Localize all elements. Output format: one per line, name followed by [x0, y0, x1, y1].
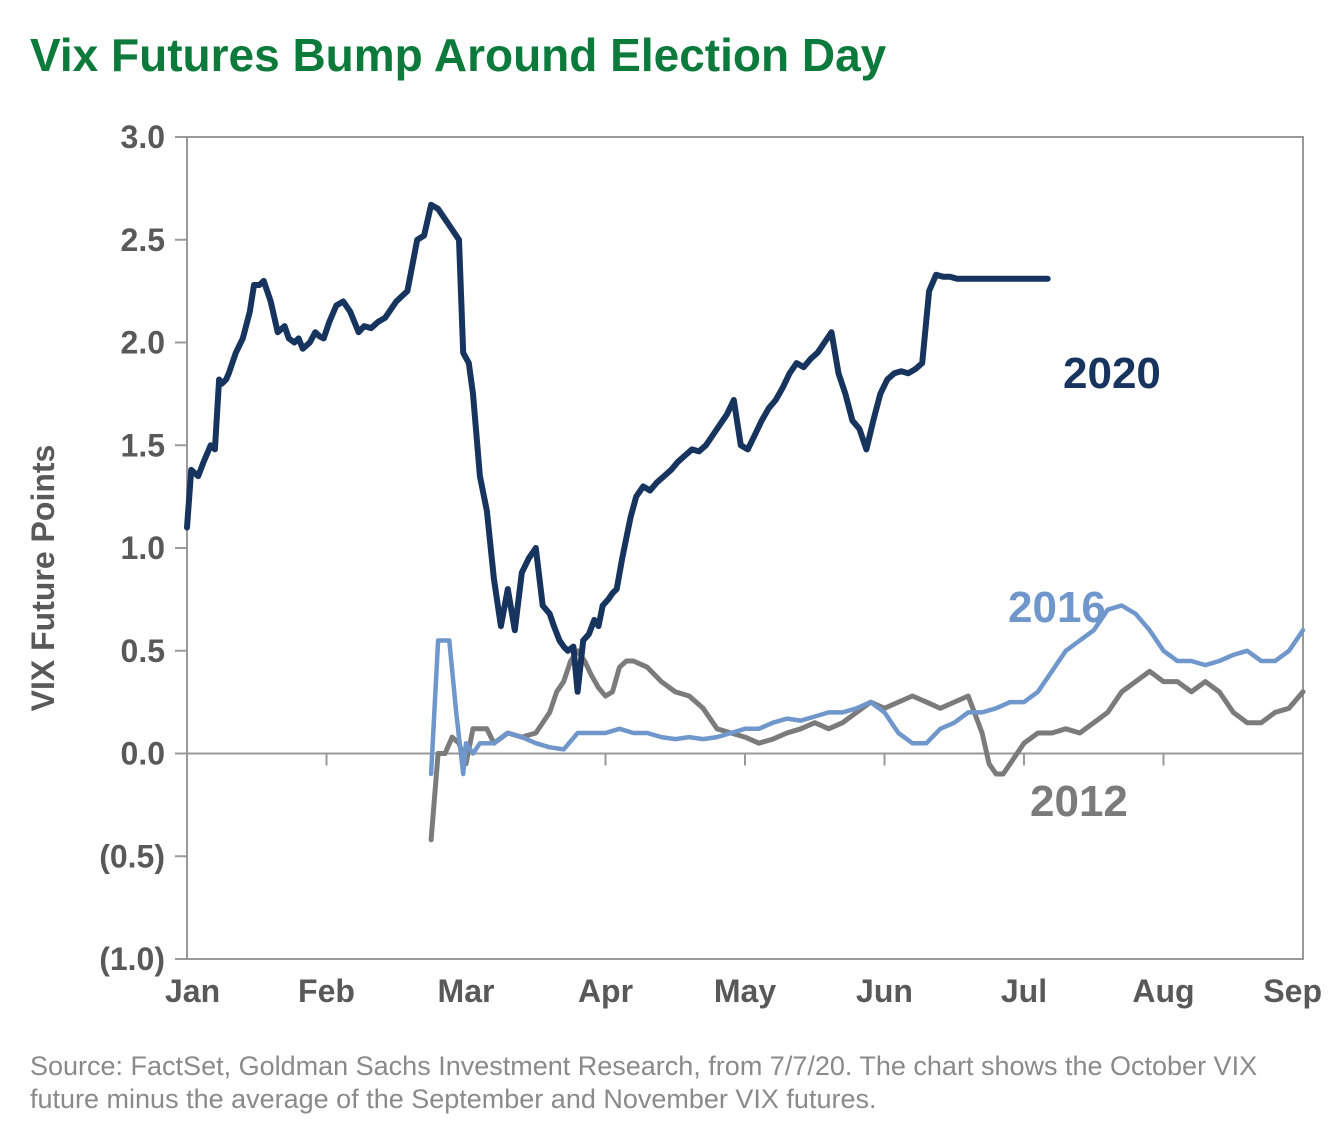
- x-tick-label: Apr: [578, 973, 633, 1009]
- chart: 3.0 2.5 2.0 1.5 1.0 0.5 0.0 (0.5) (1.0)Jan Feb Mar…: [25, 119, 1322, 1009]
- y-tick-label: 1.0: [121, 530, 165, 566]
- series-group: [184, 201, 1306, 843]
- series-label-2020: 2020: [1063, 349, 1161, 398]
- source-note: Source: FactSet, Goldman Sachs Investmen…: [30, 1051, 1258, 1114]
- chart-title: Vix Futures Bump Around Election Day: [30, 29, 887, 81]
- y-tick-label: 3.0: [121, 119, 165, 155]
- y-tick-label: 1.5: [121, 427, 165, 463]
- x-tick-label: Jan: [165, 973, 220, 1009]
- x-tick-label: Sep: [1263, 973, 1322, 1009]
- x-tick-label: Jul: [1001, 973, 1047, 1009]
- axes: [175, 136, 1304, 960]
- x-tick-label: Mar: [438, 973, 495, 1009]
- series-line-2012: [428, 648, 1306, 843]
- series-line-2016: [428, 603, 1306, 777]
- plot-frame: [186, 136, 1304, 960]
- labels: 3.0 2.5 2.0 1.5 1.0 0.5 0.0 (0.5) (1.0)Jan Feb Mar…: [25, 119, 1322, 1009]
- x-tick-label: Feb: [298, 973, 355, 1009]
- series-label-2016: 2016: [1008, 583, 1106, 632]
- x-tick-label: Aug: [1132, 973, 1194, 1009]
- series-line-2020: [184, 201, 1051, 695]
- y-tick-label: 0.0: [121, 736, 165, 772]
- y-tick-label: (1.0): [99, 941, 165, 977]
- y-tick-label: 0.5: [121, 633, 165, 669]
- y-tick-label: (0.5): [99, 838, 165, 874]
- x-tick-label: May: [714, 973, 776, 1009]
- y-axis-label: VIX Future Points: [25, 445, 61, 712]
- x-tick-label: Jun: [856, 973, 913, 1009]
- series-label-2012: 2012: [1030, 777, 1128, 826]
- y-tick-label: 2.5: [121, 222, 165, 258]
- y-tick-label: 2.0: [121, 325, 165, 361]
